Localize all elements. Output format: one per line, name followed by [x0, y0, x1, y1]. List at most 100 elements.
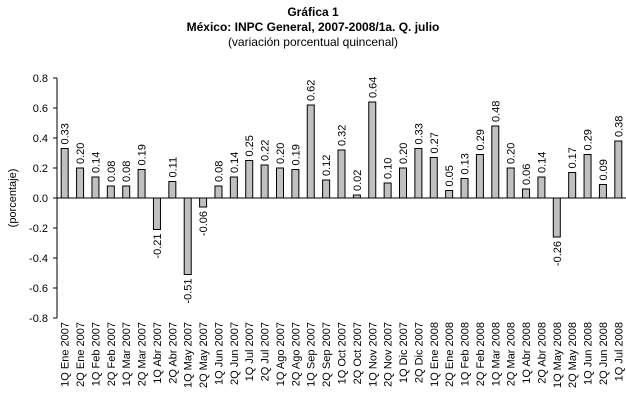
bar [598, 184, 607, 199]
data-label: 0.38 [613, 116, 625, 137]
bar [399, 167, 408, 199]
bar [414, 148, 423, 199]
data-label: 0.19 [290, 144, 302, 165]
chart-subtitle: México: INPC General, 2007-2008/1a. Q. j… [186, 20, 440, 34]
bar [199, 197, 208, 208]
bar [322, 179, 331, 199]
data-label: 0.11 [167, 157, 179, 178]
x-tick-label: 2Q Ene 2008 [444, 322, 456, 387]
x-tick-label: 2Q Jun 2007 [229, 322, 241, 385]
x-tick-label: 2Q Sep 2007 [321, 322, 333, 387]
bar [537, 176, 546, 199]
bar [552, 197, 561, 238]
y-tick-label: 0.2 [33, 163, 48, 175]
data-label: 0.29 [583, 129, 595, 150]
chart-title: Gráfica 1 [287, 5, 339, 19]
y-tick-label: -0.4 [29, 253, 48, 265]
bar [275, 167, 284, 199]
x-tick-label: 1Q Abr 2008 [521, 322, 533, 384]
x-tick-label: 2Q May 2007 [198, 322, 210, 388]
data-label: 0.14 [90, 152, 102, 173]
x-tick-label: 1Q Sep 2007 [306, 322, 318, 387]
bar [91, 176, 100, 199]
data-label: 0.06 [521, 164, 533, 185]
bar [214, 185, 223, 199]
bar [137, 169, 146, 199]
x-tick-label: 1Q Jul 2007 [244, 322, 256, 381]
x-tick-label: 1Q Ene 2007 [60, 322, 72, 387]
bar [260, 164, 269, 199]
data-label: 0.08 [121, 161, 133, 182]
x-tick-label: 2Q Feb 2007 [106, 322, 118, 386]
bar [475, 154, 484, 199]
x-tick-label: 2Q Mar 2007 [137, 322, 149, 386]
x-tick-label: 1Q Ago 2007 [275, 322, 287, 386]
x-tick-label: 2Q Ago 2007 [290, 322, 302, 386]
data-label: 0.08 [106, 161, 118, 182]
x-tick-label: 2Q Abr 2007 [167, 322, 179, 384]
data-label: 0.09 [598, 159, 610, 180]
x-tick-label: 1Q May 2007 [183, 322, 195, 388]
bar [583, 154, 592, 199]
x-tick-label: 1Q Feb 2008 [460, 322, 472, 386]
y-tick-label: 0.0 [33, 193, 48, 205]
data-label: 0.29 [475, 129, 487, 150]
bar [383, 182, 392, 199]
data-label: 0.02 [352, 170, 364, 191]
x-tick-label: 1Q Ene 2008 [429, 322, 441, 387]
bar [152, 197, 161, 230]
x-tick-label: 2Q Ene 2007 [75, 322, 87, 387]
data-label: 0.08 [213, 161, 225, 182]
x-tick-label: 1Q Jun 2008 [583, 322, 595, 385]
data-label: 0.14 [229, 152, 241, 173]
data-label: 0.10 [383, 158, 395, 179]
data-label: 0.33 [60, 123, 72, 144]
bar [568, 172, 577, 199]
x-tick-label: 2Q Dic 2007 [413, 322, 425, 383]
data-label: 0.05 [444, 165, 456, 186]
data-label: 0.25 [244, 135, 256, 156]
data-label: 0.62 [306, 80, 318, 101]
x-tick-label: 1Q Jun 2007 [213, 322, 225, 385]
x-tick-label: 2Q Jul 2007 [260, 322, 272, 381]
data-label: 0.12 [321, 155, 333, 176]
data-label: 0.64 [367, 77, 379, 98]
x-tick-label: 1Q May 2008 [552, 322, 564, 388]
bar [245, 160, 254, 199]
data-label: 0.13 [460, 153, 472, 174]
data-label: 0.19 [137, 144, 149, 165]
data-label: 0.17 [567, 147, 579, 168]
data-label: 0.14 [536, 152, 548, 173]
y-tick-label: 0.6 [33, 103, 48, 115]
y-tick-label: -0.6 [29, 283, 48, 295]
data-label: -0.26 [552, 241, 564, 266]
data-label: 0.20 [398, 143, 410, 164]
y-tick-label: 0.4 [33, 133, 48, 145]
bar [60, 148, 69, 199]
x-tick-label: 2Q Jun 2008 [598, 322, 610, 385]
x-tick-label: 1Q Nov 2007 [367, 322, 379, 387]
x-tick-label: 2Q Nov 2007 [383, 322, 395, 387]
x-tick-label: 2Q Mar 2008 [506, 322, 518, 386]
x-tick-label: 2Q Oct 2007 [352, 322, 364, 384]
data-label: 0.20 [275, 143, 287, 164]
x-tick-label: 2Q Feb 2008 [475, 322, 487, 386]
data-label: 0.20 [506, 143, 518, 164]
x-tick-label: 1Q Feb 2007 [90, 322, 102, 386]
bar [368, 101, 377, 199]
chart-subtitle-units: (variación porcentual quincenal) [227, 35, 399, 49]
bar [445, 190, 454, 199]
bar [183, 197, 192, 275]
x-tick-label: 1Q Jul 2008 [613, 322, 625, 381]
x-tick-label: 1Q Dic 2007 [398, 322, 410, 383]
x-tick-label: 2Q Abr 2008 [536, 322, 548, 384]
y-tick-label: -0.2 [29, 223, 48, 235]
bar [522, 188, 531, 199]
x-tick-label: 1Q Mar 2007 [121, 322, 133, 386]
bar [122, 185, 131, 199]
bar [506, 167, 515, 199]
data-label: 0.48 [490, 101, 502, 122]
data-label: 0.27 [429, 132, 441, 153]
y-axis-title: (porcentaje) [7, 169, 19, 228]
data-label: 0.33 [413, 123, 425, 144]
